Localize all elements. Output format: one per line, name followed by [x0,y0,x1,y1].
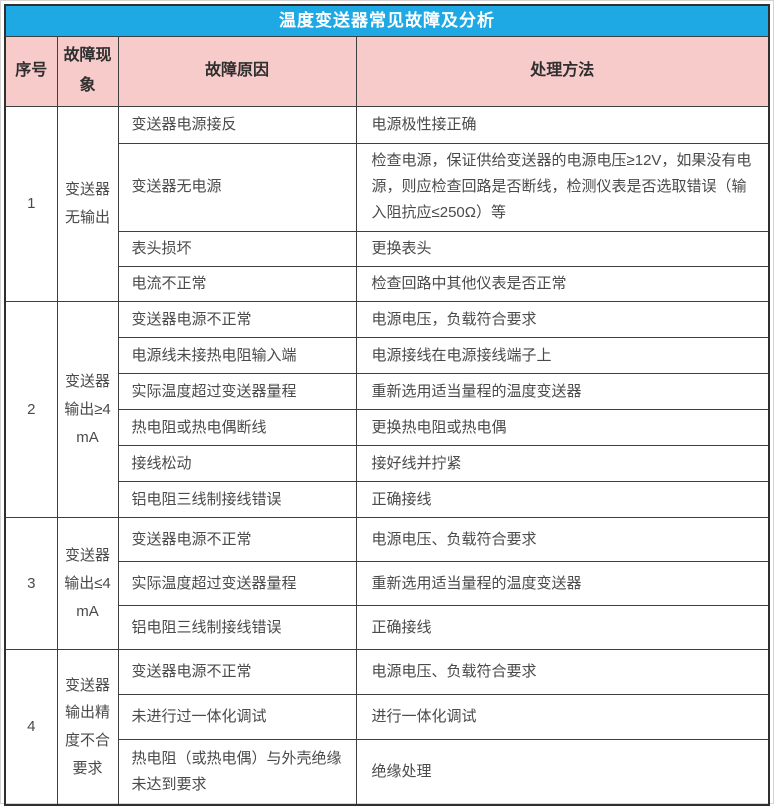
fault-solution: 接好线并拧紧 [355,445,770,483]
group-phenomenon: 变送器无输出 [56,105,119,303]
fault-cause: 表头损坏 [117,230,357,268]
fault-cause: 铝电阻三线制接线错误 [117,605,357,651]
fault-solution: 检查回路中其他仪表是否正常 [355,265,770,303]
table-row: 未进行过一体化调试 进行一体化调试 [5,694,770,741]
table-row: 接线松动 接好线并拧紧 [5,445,770,483]
fault-cause: 实际温度超过变送器量程 [117,373,357,411]
group-no: 4 [4,649,58,806]
table-row: 变送器无电源 检查电源，保证供给变送器的电源电压≥12V，如果没有电源，则应检查… [5,142,770,232]
fault-solution: 正确接线 [355,605,770,651]
fault-solution: 绝缘处理 [355,739,770,806]
group-phenomenon: 变送器输出≥4mA [56,301,119,519]
table-row: 电流不正常 检查回路中其他仪表是否正常 [5,265,770,303]
table-header-row: 序号 故障现象 故障原因 处理方法 [4,35,770,107]
fault-table: 温度变送器常见故障及分析 序号 故障现象 故障原因 处理方法 1 变送器无输出 … [4,4,770,806]
group-no: 3 [4,517,58,651]
table-row: 实际温度超过变送器量程 重新选用适当量程的温度变送器 [5,373,770,411]
column-header-phenomenon: 故障现象 [56,35,119,107]
fault-solution: 进行一体化调试 [355,694,770,741]
fault-cause: 变送器电源接反 [117,105,357,144]
table-row: 铝电阻三线制接线错误 正确接线 [5,605,770,651]
table-title-row: 温度变送器常见故障及分析 [4,4,770,37]
column-header-no: 序号 [4,35,58,107]
fault-cause: 实际温度超过变送器量程 [117,561,357,607]
fault-cause: 接线松动 [117,445,357,483]
fault-cause: 变送器电源不正常 [117,649,357,696]
fault-solution: 电源接线在电源接线端子上 [355,337,770,375]
fault-solution: 正确接线 [355,481,770,519]
table-row: 表头损坏 更换表头 [5,230,770,268]
fault-solution: 检查电源，保证供给变送器的电源电压≥12V，如果没有电源，则应检查回路是否断线，… [355,142,770,232]
fault-solution: 重新选用适当量程的温度变送器 [355,561,770,607]
group-phenomenon: 变送器输出≤4mA [56,517,119,651]
fault-cause: 电源线未接热电阻输入端 [117,337,357,375]
group-phenomenon: 变送器输出精度不合要求 [56,649,119,806]
fault-solution: 电源电压、负载符合要求 [355,517,770,563]
fault-cause: 热电阻或热电偶断线 [117,409,357,447]
page-title: 温度变送器常见故障及分析 [4,4,770,37]
column-header-solution: 处理方法 [355,35,770,107]
fault-solution: 电源极性接正确 [355,105,770,144]
fault-cause: 变送器无电源 [117,142,357,232]
fault-cause: 铝电阻三线制接线错误 [117,481,357,519]
table-row: 热电阻（或热电偶）与外壳绝缘未达到要求 绝缘处理 [5,739,770,806]
group-no: 2 [4,301,58,519]
fault-solution: 更换热电阻或热电偶 [355,409,770,447]
fault-solution: 更换表头 [355,230,770,268]
fault-cause: 热电阻（或热电偶）与外壳绝缘未达到要求 [117,739,357,806]
fault-solution: 电源电压，负载符合要求 [355,301,770,339]
fault-cause: 电流不正常 [117,265,357,303]
table-row: 3 变送器输出≤4mA 变送器电源不正常 电源电压、负载符合要求 [4,517,770,651]
fault-cause: 变送器电源不正常 [117,301,357,339]
table-row: 2 变送器输出≥4mA 变送器电源不正常 电源电压，负载符合要求 [4,301,770,519]
fault-solution: 电源电压、负载符合要求 [355,649,770,696]
table-row: 4 变送器输出精度不合要求 变送器电源不正常 电源电压、负载符合要求 [4,649,770,806]
fault-table-sheet: 温度变送器常见故障及分析 序号 故障现象 故障原因 处理方法 1 变送器无输出 … [4,4,770,806]
table-row: 铝电阻三线制接线错误 正确接线 [5,481,770,519]
table-row: 电源线未接热电阻输入端 电源接线在电源接线端子上 [5,337,770,375]
table-row: 热电阻或热电偶断线 更换热电阻或热电偶 [5,409,770,447]
table-row: 实际温度超过变送器量程 重新选用适当量程的温度变送器 [5,561,770,607]
fault-solution: 重新选用适当量程的温度变送器 [355,373,770,411]
table-row: 1 变送器无输出 变送器电源接反 电源极性接正确 [4,105,770,303]
column-header-cause: 故障原因 [117,35,357,107]
fault-cause: 未进行过一体化调试 [117,694,357,741]
fault-cause: 变送器电源不正常 [117,517,357,563]
group-no: 1 [4,105,58,303]
